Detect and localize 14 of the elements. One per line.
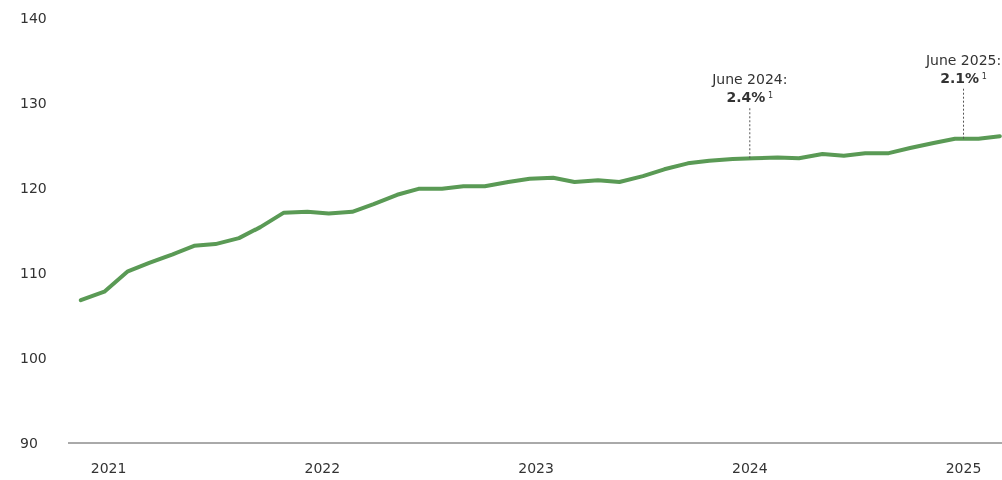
annotation: June 2025: 2.1%$^{1}$ bbox=[924, 51, 1002, 86]
line-series bbox=[78, 134, 1002, 303]
x-tick-label: 2025 bbox=[945, 459, 982, 476]
y-tick-label: 130 bbox=[20, 95, 47, 111]
y-tick-label: 140 bbox=[20, 10, 47, 26]
annotation: June 2024: 2.4%$^{1}$ bbox=[711, 71, 788, 106]
x-tick-label: 2023 bbox=[518, 459, 554, 476]
x-tick-label: 2024 bbox=[731, 459, 768, 476]
y-tick-label: 120 bbox=[20, 180, 47, 196]
y-tick-label: 110 bbox=[20, 265, 47, 281]
y-tick-label: 100 bbox=[20, 350, 47, 366]
x-tick-label: 2022 bbox=[304, 459, 341, 476]
x-tick-label: 2021 bbox=[90, 459, 127, 476]
y-tick-label: 90 bbox=[20, 435, 38, 451]
